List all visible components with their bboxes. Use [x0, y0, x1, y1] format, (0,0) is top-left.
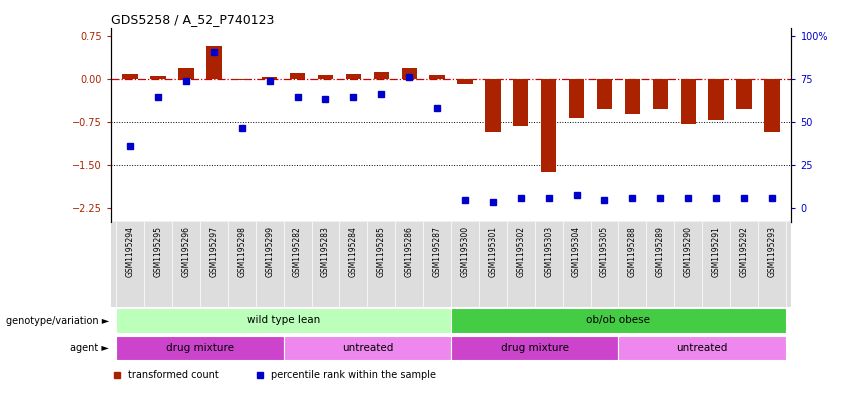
FancyBboxPatch shape [451, 309, 785, 333]
Bar [485, 79, 500, 132]
Text: GSM1195304: GSM1195304 [572, 226, 581, 277]
Bar [653, 79, 668, 109]
Text: GSM1195296: GSM1195296 [181, 226, 191, 277]
Text: percentile rank within the sample: percentile rank within the sample [271, 370, 436, 380]
Text: GSM1195297: GSM1195297 [209, 226, 219, 277]
FancyBboxPatch shape [283, 336, 451, 360]
Text: GSM1195293: GSM1195293 [768, 226, 776, 277]
Text: GSM1195290: GSM1195290 [683, 226, 693, 277]
Text: ob/ob obese: ob/ob obese [586, 315, 650, 325]
Bar [317, 75, 333, 79]
Bar [597, 79, 612, 109]
Text: GSM1195287: GSM1195287 [432, 226, 442, 277]
Bar [513, 79, 528, 126]
Text: GSM1195291: GSM1195291 [711, 226, 721, 277]
Bar [569, 79, 585, 118]
Text: wild type lean: wild type lean [247, 315, 320, 325]
Bar [290, 73, 306, 79]
Bar [179, 68, 194, 79]
Bar [151, 75, 166, 79]
Bar [457, 79, 472, 84]
Bar [681, 79, 696, 123]
Text: untreated: untreated [677, 343, 728, 353]
Text: GSM1195284: GSM1195284 [349, 226, 358, 277]
Bar [430, 75, 445, 79]
Bar [708, 79, 723, 120]
Text: GSM1195303: GSM1195303 [544, 226, 553, 277]
Text: drug mixture: drug mixture [500, 343, 568, 353]
Bar [736, 79, 751, 109]
Text: GSM1195282: GSM1195282 [293, 226, 302, 277]
Bar [234, 79, 249, 80]
Text: genotype/variation ►: genotype/variation ► [6, 316, 109, 326]
Text: GSM1195299: GSM1195299 [266, 226, 274, 277]
Bar [346, 74, 361, 79]
Bar [541, 79, 557, 172]
Bar [625, 79, 640, 114]
Text: GSM1195285: GSM1195285 [377, 226, 386, 277]
Bar [374, 72, 389, 79]
Text: GSM1195301: GSM1195301 [488, 226, 497, 277]
Text: GSM1195288: GSM1195288 [628, 226, 637, 277]
Text: GSM1195292: GSM1195292 [740, 226, 749, 277]
Text: GSM1195286: GSM1195286 [405, 226, 414, 277]
FancyBboxPatch shape [451, 336, 619, 360]
Text: transformed count: transformed count [128, 370, 219, 380]
Text: GSM1195289: GSM1195289 [656, 226, 665, 277]
Bar [402, 68, 417, 79]
FancyBboxPatch shape [117, 336, 283, 360]
Bar [123, 74, 138, 79]
Bar [206, 46, 221, 79]
Bar [262, 77, 277, 79]
FancyBboxPatch shape [619, 336, 785, 360]
Text: GSM1195302: GSM1195302 [517, 226, 525, 277]
Bar [764, 79, 780, 132]
Text: GSM1195295: GSM1195295 [153, 226, 163, 277]
Text: GSM1195298: GSM1195298 [237, 226, 246, 277]
FancyBboxPatch shape [117, 309, 451, 333]
Text: untreated: untreated [341, 343, 393, 353]
Text: GSM1195305: GSM1195305 [600, 226, 609, 277]
Text: GDS5258 / A_52_P740123: GDS5258 / A_52_P740123 [111, 13, 274, 26]
Text: GSM1195283: GSM1195283 [321, 226, 330, 277]
Text: GSM1195300: GSM1195300 [460, 226, 470, 277]
Text: agent ►: agent ► [70, 343, 109, 353]
Text: drug mixture: drug mixture [166, 343, 234, 353]
Text: GSM1195294: GSM1195294 [126, 226, 134, 277]
